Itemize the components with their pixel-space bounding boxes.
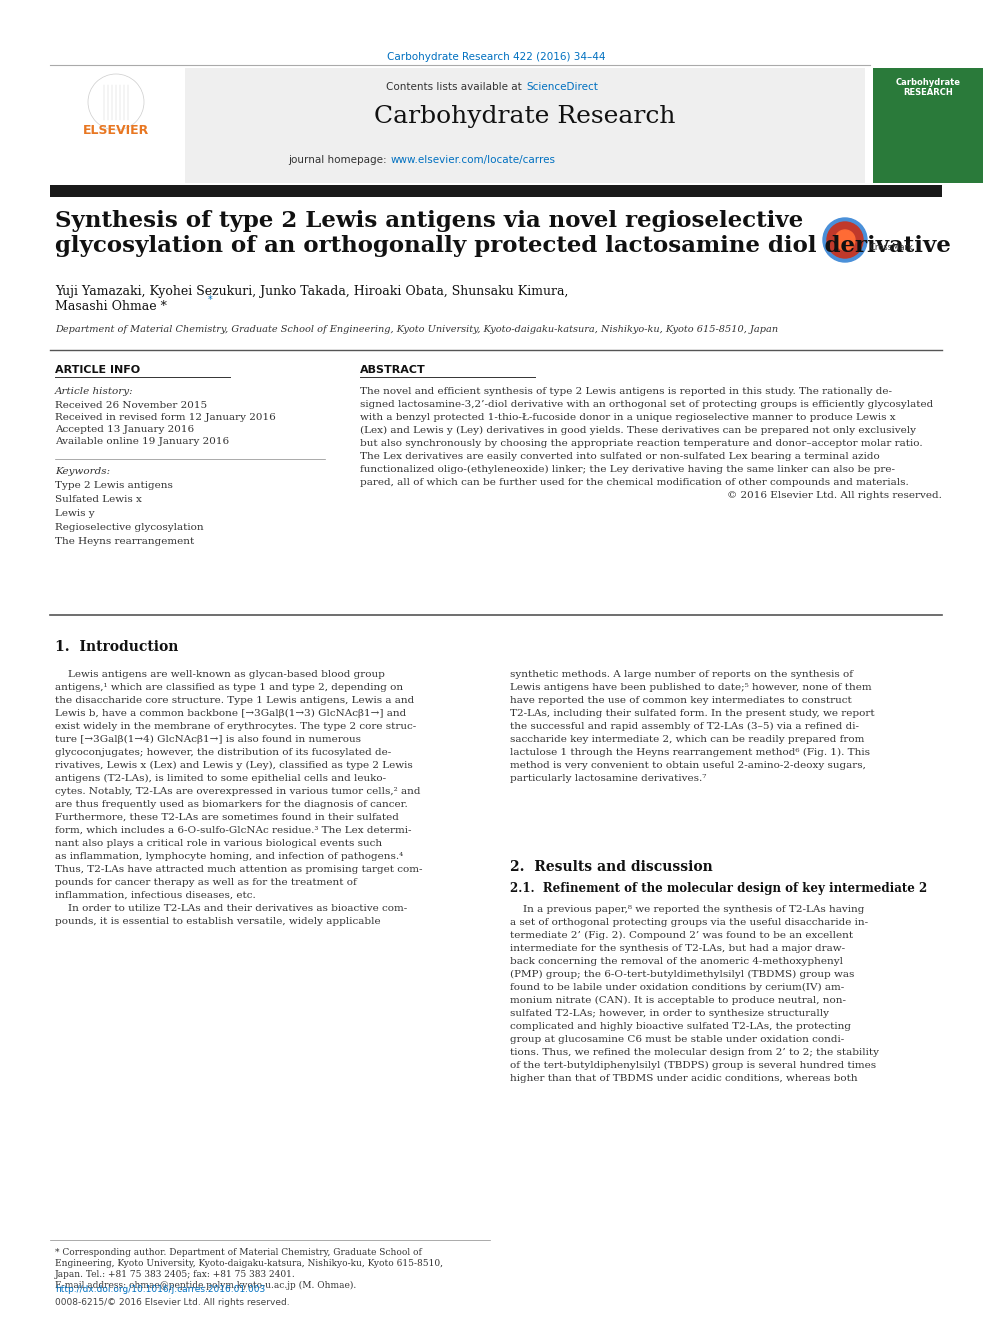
Text: Contents lists available at: Contents lists available at [386,82,525,93]
Text: pounds for cancer therapy as well as for the treatment of: pounds for cancer therapy as well as for… [55,878,357,886]
Text: Accepted 13 January 2016: Accepted 13 January 2016 [55,425,194,434]
Text: Keywords:: Keywords: [55,467,110,476]
Text: exist widely in the membrane of erythrocytes. The type 2 core struc-: exist widely in the membrane of erythroc… [55,722,417,732]
Text: CrossMark: CrossMark [870,243,914,253]
Text: back concerning the removal of the anomeric 4-methoxyphenyl: back concerning the removal of the anome… [510,957,843,966]
Text: pounds, it is essential to establish versatile, widely applicable: pounds, it is essential to establish ver… [55,917,381,926]
Text: Furthermore, these T2-LAs are sometimes found in their sulfated: Furthermore, these T2-LAs are sometimes … [55,814,399,822]
Text: antigens,¹ which are classified as type 1 and type 2, depending on: antigens,¹ which are classified as type … [55,683,403,692]
Text: Sulfated Lewis x: Sulfated Lewis x [55,495,142,504]
Text: Lewis b, have a common backbone [→3Galβ(1→3) GlcNAcβ1→] and: Lewis b, have a common backbone [→3Galβ(… [55,709,407,718]
Text: 0008-6215/© 2016 Elsevier Ltd. All rights reserved.: 0008-6215/© 2016 Elsevier Ltd. All right… [55,1298,290,1307]
Text: synthetic methods. A large number of reports on the synthesis of: synthetic methods. A large number of rep… [510,669,853,679]
FancyBboxPatch shape [185,67,865,183]
Text: ELSEVIER: ELSEVIER [83,123,149,136]
Text: Type 2 Lewis antigens: Type 2 Lewis antigens [55,482,173,490]
Circle shape [835,230,855,250]
Text: a set of orthogonal protecting groups via the useful disaccharide in-: a set of orthogonal protecting groups vi… [510,918,868,927]
Text: Carbohydrate Research 422 (2016) 34–44: Carbohydrate Research 422 (2016) 34–44 [387,52,605,62]
Text: monium nitrate (CAN). It is acceptable to produce neutral, non-: monium nitrate (CAN). It is acceptable t… [510,996,846,1005]
Text: nant also plays a critical role in various biological events such: nant also plays a critical role in vario… [55,839,382,848]
Text: found to be labile under oxidation conditions by cerium(IV) am-: found to be labile under oxidation condi… [510,983,844,992]
Text: The Heyns rearrangement: The Heyns rearrangement [55,537,194,546]
Text: Lewis y: Lewis y [55,509,94,519]
Text: have reported the use of common key intermediates to construct: have reported the use of common key inte… [510,696,852,705]
Text: pared, all of which can be further used for the chemical modification of other c: pared, all of which can be further used … [360,478,909,487]
Text: saccharide key intermediate 2, which can be readily prepared from: saccharide key intermediate 2, which can… [510,736,864,744]
Text: the successful and rapid assembly of T2-LAs (3–5) via a refined di-: the successful and rapid assembly of T2-… [510,722,859,732]
Text: inflammation, infectious diseases, etc.: inflammation, infectious diseases, etc. [55,890,256,900]
Text: rivatives, Lewis x (Lex) and Lewis y (Ley), classified as type 2 Lewis: rivatives, Lewis x (Lex) and Lewis y (Le… [55,761,413,770]
Text: Yuji Yamazaki, Kyohei Sezukuri, Junko Takada, Hiroaki Obata, Shunsaku Kimura,
Ma: Yuji Yamazaki, Kyohei Sezukuri, Junko Ta… [55,284,568,314]
Text: Carbohydrate
RESEARCH: Carbohydrate RESEARCH [896,78,960,98]
Text: 2.  Results and discussion: 2. Results and discussion [510,860,712,875]
Text: ARTICLE INFO: ARTICLE INFO [55,365,140,374]
Text: tions. Thus, we refined the molecular design from 2’ to 2; the stability: tions. Thus, we refined the molecular de… [510,1048,879,1057]
Text: form, which includes a 6-O-sulfo-GlcNAc residue.³ The Lex determi-: form, which includes a 6-O-sulfo-GlcNAc … [55,826,412,835]
Text: method is very convenient to obtain useful 2-amino-2-deoxy sugars,: method is very convenient to obtain usef… [510,761,866,770]
Text: T2-LAs, including their sulfated form. In the present study, we report: T2-LAs, including their sulfated form. I… [510,709,875,718]
Text: (Lex) and Lewis y (Ley) derivatives in good yields. These derivatives can be pre: (Lex) and Lewis y (Ley) derivatives in g… [360,426,916,435]
Text: journal homepage:: journal homepage: [288,155,390,165]
Text: complicated and highly bioactive sulfated T2-LAs, the protecting: complicated and highly bioactive sulfate… [510,1021,851,1031]
Text: The Lex derivatives are easily converted into sulfated or non-sulfated Lex beari: The Lex derivatives are easily converted… [360,452,880,460]
Text: as inflammation, lymphocyte homing, and infection of pathogens.⁴: as inflammation, lymphocyte homing, and … [55,852,404,861]
Text: 1.  Introduction: 1. Introduction [55,640,179,654]
Text: Received 26 November 2015: Received 26 November 2015 [55,401,207,410]
Text: 2.1.  Refinement of the molecular design of key intermediate 2: 2.1. Refinement of the molecular design … [510,882,928,894]
Text: The novel and efficient synthesis of type 2 Lewis antigens is reported in this s: The novel and efficient synthesis of typ… [360,388,892,396]
Text: Lewis antigens have been published to date;⁵ however, none of them: Lewis antigens have been published to da… [510,683,872,692]
Text: ture [→3Galβ(1→4) GlcNAcβ1→] is also found in numerous: ture [→3Galβ(1→4) GlcNAcβ1→] is also fou… [55,736,361,744]
Text: © 2016 Elsevier Ltd. All rights reserved.: © 2016 Elsevier Ltd. All rights reserved… [727,491,942,500]
Text: E-mail address: ohmae@peptide.polym.kyoto-u.ac.jp (M. Ohmae).: E-mail address: ohmae@peptide.polym.kyot… [55,1281,356,1290]
Text: signed lactosamine-3,2’-diol derivative with an orthogonal set of protecting gro: signed lactosamine-3,2’-diol derivative … [360,400,933,409]
Text: with a benzyl protected 1-thio-Ł-fucoside donor in a unique regioselective manne: with a benzyl protected 1-thio-Ł-fucosid… [360,413,896,422]
Text: http://dx.doi.org/10.1016/j.carres.2016.01.003: http://dx.doi.org/10.1016/j.carres.2016.… [55,1285,265,1294]
Bar [50,185,942,197]
Text: glycoconjugates; however, the distribution of its fucosylated de-: glycoconjugates; however, the distributi… [55,747,391,757]
Text: Lewis antigens are well-known as glycan-based blood group: Lewis antigens are well-known as glycan-… [55,669,385,679]
Text: ScienceDirect: ScienceDirect [526,82,598,93]
Text: * Corresponding author. Department of Material Chemistry, Graduate School of: * Corresponding author. Department of Ma… [55,1248,422,1257]
Text: Thus, T2-LAs have attracted much attention as promising target com-: Thus, T2-LAs have attracted much attenti… [55,865,423,875]
Text: Available online 19 January 2016: Available online 19 January 2016 [55,437,229,446]
Text: but also synchronously by choosing the appropriate reaction temperature and dono: but also synchronously by choosing the a… [360,439,923,448]
Text: Carbohydrate Research: Carbohydrate Research [374,105,676,128]
Text: cytes. Notably, T2-LAs are overexpressed in various tumor cells,² and: cytes. Notably, T2-LAs are overexpressed… [55,787,421,796]
Text: *: * [208,295,212,306]
Bar [50,67,183,183]
Text: particularly lactosamine derivatives.⁷: particularly lactosamine derivatives.⁷ [510,774,706,783]
Text: are thus frequently used as biomarkers for the diagnosis of cancer.: are thus frequently used as biomarkers f… [55,800,408,808]
Text: the disaccharide core structure. Type 1 Lewis antigens, Lewis a and: the disaccharide core structure. Type 1 … [55,696,415,705]
Bar [820,216,885,270]
Text: Article history:: Article history: [55,388,134,396]
Text: functionalized oligo-(ethyleneoxide) linker; the Ley derivative having the same : functionalized oligo-(ethyleneoxide) lin… [360,464,895,474]
Text: antigens (T2-LAs), is limited to some epithelial cells and leuko-: antigens (T2-LAs), is limited to some ep… [55,774,386,783]
Text: of the tert-butyldiphenylsilyl (TBDPS) group is several hundred times: of the tert-butyldiphenylsilyl (TBDPS) g… [510,1061,876,1070]
Text: Regioselective glycosylation: Regioselective glycosylation [55,523,203,532]
Text: Department of Material Chemistry, Graduate School of Engineering, Kyoto Universi: Department of Material Chemistry, Gradua… [55,325,778,333]
Text: www.elsevier.com/locate/carres: www.elsevier.com/locate/carres [391,155,556,165]
Text: termediate 2’ (Fig. 2). Compound 2’ was found to be an excellent: termediate 2’ (Fig. 2). Compound 2’ was … [510,931,853,941]
Text: intermediate for the synthesis of T2-LAs, but had a major draw-: intermediate for the synthesis of T2-LAs… [510,945,845,953]
Text: Engineering, Kyoto University, Kyoto-daigaku-katsura, Nishikyo-ku, Kyoto 615-851: Engineering, Kyoto University, Kyoto-dai… [55,1259,443,1267]
Bar [873,67,983,183]
Text: (PMP) group; the 6-O-tert-butyldimethylsilyl (TBDMS) group was: (PMP) group; the 6-O-tert-butyldimethyls… [510,970,854,979]
Text: Received in revised form 12 January 2016: Received in revised form 12 January 2016 [55,413,276,422]
Text: Japan. Tel.: +81 75 383 2405; fax: +81 75 383 2401.: Japan. Tel.: +81 75 383 2405; fax: +81 7… [55,1270,296,1279]
Text: higher than that of TBDMS under acidic conditions, whereas both: higher than that of TBDMS under acidic c… [510,1074,858,1084]
Circle shape [823,218,867,262]
Text: lactulose 1 through the Heyns rearrangement method⁶ (Fig. 1). This: lactulose 1 through the Heyns rearrangem… [510,747,870,757]
Text: ABSTRACT: ABSTRACT [360,365,426,374]
Text: sulfated T2-LAs; however, in order to synthesize structurally: sulfated T2-LAs; however, in order to sy… [510,1009,829,1017]
Text: In a previous paper,⁸ we reported the synthesis of T2-LAs having: In a previous paper,⁸ we reported the sy… [510,905,864,914]
Text: In order to utilize T2-LAs and their derivatives as bioactive com-: In order to utilize T2-LAs and their der… [55,904,408,913]
Text: Synthesis of type 2 Lewis antigens via novel regioselective
glycosylation of an : Synthesis of type 2 Lewis antigens via n… [55,210,951,258]
Text: group at glucosamine C6 must be stable under oxidation condi-: group at glucosamine C6 must be stable u… [510,1035,844,1044]
Circle shape [827,222,863,258]
